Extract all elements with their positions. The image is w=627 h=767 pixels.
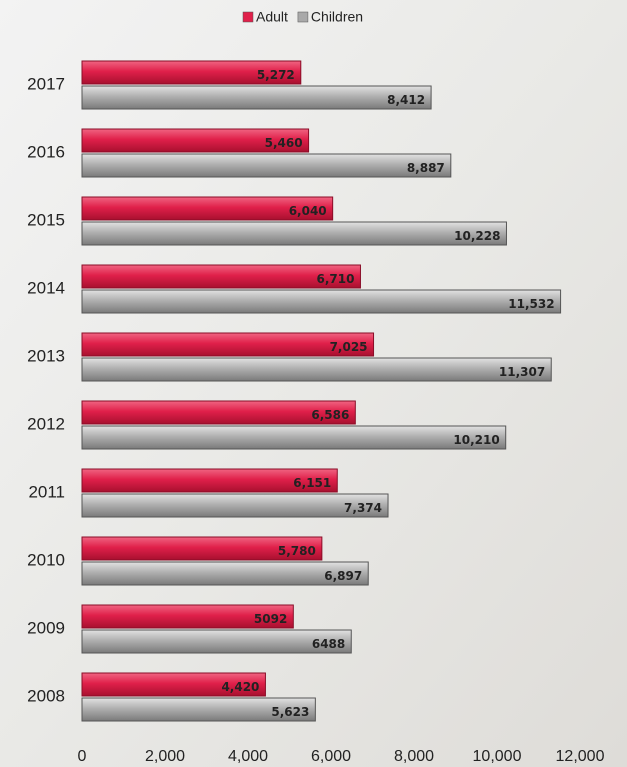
value-label: 8,887 (407, 161, 445, 175)
value-label: 4,420 (221, 680, 259, 694)
bar (81, 425, 507, 450)
bar (81, 468, 338, 493)
bar (81, 264, 361, 289)
legend-swatch (242, 11, 254, 23)
value-label: 6,151 (293, 476, 331, 490)
value-label: 6,897 (324, 569, 362, 583)
legend-label: Adult (256, 9, 288, 25)
value-label: 10,210 (453, 433, 499, 447)
x-tick-label: 6,000 (311, 748, 351, 765)
y-tick-label: 2012 (27, 414, 65, 433)
value-label: 5,780 (278, 544, 316, 558)
x-tick-label: 2,000 (145, 748, 185, 765)
value-label: 7,374 (344, 501, 382, 515)
bar (81, 629, 352, 654)
bar (81, 357, 552, 382)
x-tick-label: 8,000 (394, 748, 434, 765)
value-label: 5,272 (257, 68, 295, 82)
value-label: 11,307 (499, 365, 545, 379)
bar (81, 561, 369, 586)
value-label: 10,228 (454, 229, 500, 243)
y-tick-label: 2014 (27, 278, 65, 297)
value-label: 6488 (312, 637, 345, 651)
bar (81, 332, 375, 357)
value-label: 5,623 (271, 705, 309, 719)
value-label: 5092 (254, 612, 287, 626)
bar (81, 128, 310, 153)
value-label: 6,710 (316, 272, 354, 286)
bar (81, 153, 452, 178)
legend-swatch (297, 11, 309, 23)
bar (81, 289, 562, 314)
bar (81, 221, 507, 246)
value-label: 11,532 (508, 297, 554, 311)
y-tick-label: 2008 (27, 686, 65, 705)
legend-label: Children (311, 9, 363, 25)
value-label: 6,040 (289, 204, 327, 218)
value-label: 8,412 (387, 93, 425, 107)
x-tick-label: 10,000 (473, 748, 522, 765)
value-label: 5,460 (265, 136, 303, 150)
bar (81, 85, 432, 110)
y-tick-label: 2015 (27, 210, 65, 229)
y-tick-label: 2013 (27, 346, 65, 365)
x-tick-label: 12,000 (556, 748, 605, 765)
y-tick-label: 2009 (27, 618, 65, 637)
y-tick-label: 2011 (28, 482, 65, 501)
x-tick-label: 0 (78, 748, 87, 765)
bar (81, 604, 294, 629)
bar (81, 697, 316, 722)
bar (81, 196, 334, 221)
bar (81, 60, 302, 85)
y-tick-label: 2017 (27, 74, 65, 93)
bar (81, 536, 323, 561)
value-label: 7,025 (330, 340, 368, 354)
bar (81, 400, 356, 425)
bar (81, 493, 389, 518)
y-tick-label: 2010 (27, 550, 65, 569)
value-label: 6,586 (311, 408, 349, 422)
bar (81, 672, 266, 697)
x-tick-label: 4,000 (228, 748, 268, 765)
y-tick-label: 2016 (27, 142, 65, 161)
